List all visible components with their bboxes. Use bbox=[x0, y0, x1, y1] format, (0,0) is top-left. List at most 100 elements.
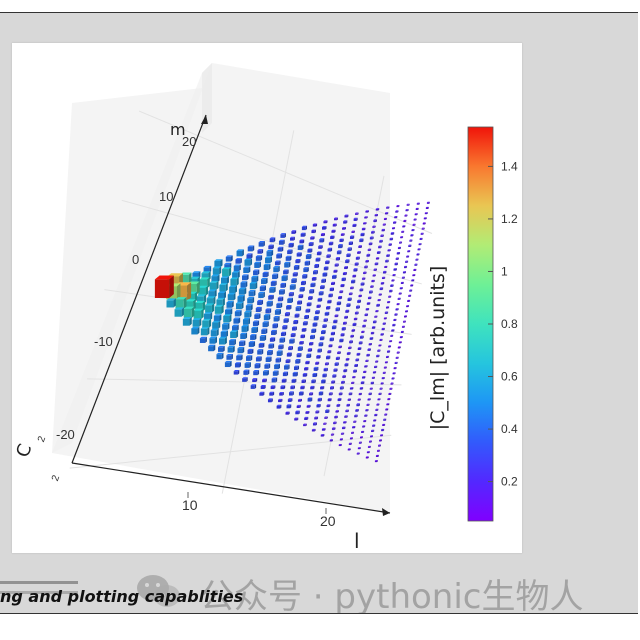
bar-top-face bbox=[249, 281, 258, 284]
bar-side-face bbox=[385, 418, 387, 421]
bar-mark bbox=[340, 284, 345, 288]
bar-side-face bbox=[236, 330, 239, 339]
bar-mark bbox=[334, 263, 339, 267]
bar-top-face bbox=[379, 338, 383, 340]
bar-front-face bbox=[314, 265, 318, 268]
bar-mark bbox=[351, 431, 355, 434]
bar-top-face bbox=[424, 212, 428, 213]
bar-side-face bbox=[346, 315, 348, 319]
bar-mark bbox=[405, 209, 409, 212]
bar-mark bbox=[345, 409, 349, 413]
bar-front-face bbox=[300, 281, 305, 286]
bar-top-face bbox=[373, 219, 377, 221]
bar-side-face bbox=[354, 279, 356, 284]
bar-side-face bbox=[244, 287, 247, 295]
bar-front-face bbox=[375, 257, 379, 260]
bar-front-face bbox=[375, 310, 378, 313]
bar-side-face bbox=[356, 268, 358, 272]
bar-front-face bbox=[357, 447, 361, 450]
bar-front-face bbox=[154, 279, 170, 298]
bar-front-face bbox=[341, 328, 345, 331]
bar-front-face bbox=[244, 312, 250, 318]
bar-front-face bbox=[285, 256, 291, 261]
bar-front-face bbox=[347, 448, 350, 451]
side-wall-pane bbox=[52, 63, 212, 453]
bar-top-face bbox=[243, 369, 250, 371]
bar-front-face bbox=[378, 246, 381, 249]
bar-side-face bbox=[364, 324, 366, 328]
bar-front-face bbox=[316, 252, 321, 256]
bar-mark bbox=[202, 318, 212, 328]
bar-front-face bbox=[325, 261, 329, 265]
bar-front-face bbox=[320, 286, 324, 290]
bar-mark bbox=[388, 345, 392, 348]
bar-side-face bbox=[369, 302, 371, 305]
bar-top-face bbox=[385, 355, 389, 357]
bar-top-face bbox=[315, 310, 320, 312]
bar-top-face bbox=[407, 299, 411, 301]
bar-top-face bbox=[393, 318, 397, 320]
bar-mark bbox=[265, 256, 272, 264]
bar-side-face bbox=[323, 386, 325, 390]
bar-mark bbox=[274, 260, 281, 266]
bar-mark bbox=[353, 217, 358, 221]
bar-side-face bbox=[306, 274, 308, 279]
bar-front-face bbox=[243, 267, 249, 274]
bar-side-face bbox=[215, 336, 218, 344]
bar-top-face bbox=[291, 378, 297, 380]
bar-top-face bbox=[382, 371, 386, 373]
bar-mark bbox=[374, 460, 378, 463]
bar-front-face bbox=[412, 274, 415, 277]
bar-side-face bbox=[370, 348, 371, 351]
bar-side-face bbox=[362, 335, 364, 339]
bar-side-face bbox=[337, 314, 339, 318]
bar-front-face bbox=[358, 442, 362, 444]
bar-side-face bbox=[364, 425, 366, 428]
colorbar-tick-label: 0.2 bbox=[501, 475, 518, 489]
bar-mark bbox=[394, 313, 398, 316]
bar-front-face bbox=[305, 309, 310, 313]
bar-side-face bbox=[287, 318, 289, 323]
bar-front-face bbox=[401, 277, 405, 279]
bar-top-face bbox=[352, 375, 356, 377]
bar-side-face bbox=[237, 324, 239, 331]
bar-side-face bbox=[346, 220, 348, 224]
bar-front-face bbox=[310, 386, 314, 390]
bar-mark bbox=[312, 422, 317, 426]
bar-front-face bbox=[378, 294, 382, 296]
bar-side-face bbox=[342, 386, 344, 390]
bar-side-face bbox=[287, 269, 289, 275]
bar-top-face bbox=[321, 330, 326, 332]
bar-front-face bbox=[358, 342, 362, 345]
bar-top-face bbox=[359, 238, 364, 240]
bar-side-face bbox=[320, 397, 322, 402]
bar-front-face bbox=[341, 381, 344, 384]
bar-mark bbox=[321, 428, 326, 431]
bar-front-face bbox=[300, 233, 305, 237]
bar-top-face bbox=[370, 331, 375, 333]
bar-mark bbox=[264, 363, 271, 369]
bar-side-face bbox=[394, 273, 396, 277]
bar-mark bbox=[248, 341, 256, 347]
bar-mark bbox=[295, 359, 301, 364]
bar-front-face bbox=[379, 288, 383, 291]
bar-mark bbox=[351, 381, 355, 384]
bar-mark bbox=[344, 214, 349, 218]
bar-top-face bbox=[370, 381, 375, 383]
bar-mark bbox=[313, 366, 319, 371]
bar-front-face bbox=[262, 322, 268, 328]
bar-front-face bbox=[385, 408, 388, 411]
bar-side-face bbox=[270, 256, 272, 264]
bar-top-face bbox=[398, 341, 402, 342]
bar-front-face bbox=[321, 428, 325, 431]
bar-side-face bbox=[375, 371, 377, 374]
bar-mark bbox=[409, 289, 413, 292]
bar-front-face bbox=[179, 274, 189, 285]
bar-top-face bbox=[246, 355, 253, 357]
bar-mark bbox=[346, 403, 350, 407]
bar-top-face bbox=[422, 222, 426, 224]
bar-side-face bbox=[311, 397, 313, 402]
bar-mark bbox=[316, 251, 322, 256]
bar-mark bbox=[396, 205, 400, 208]
bar-front-face bbox=[376, 304, 379, 307]
